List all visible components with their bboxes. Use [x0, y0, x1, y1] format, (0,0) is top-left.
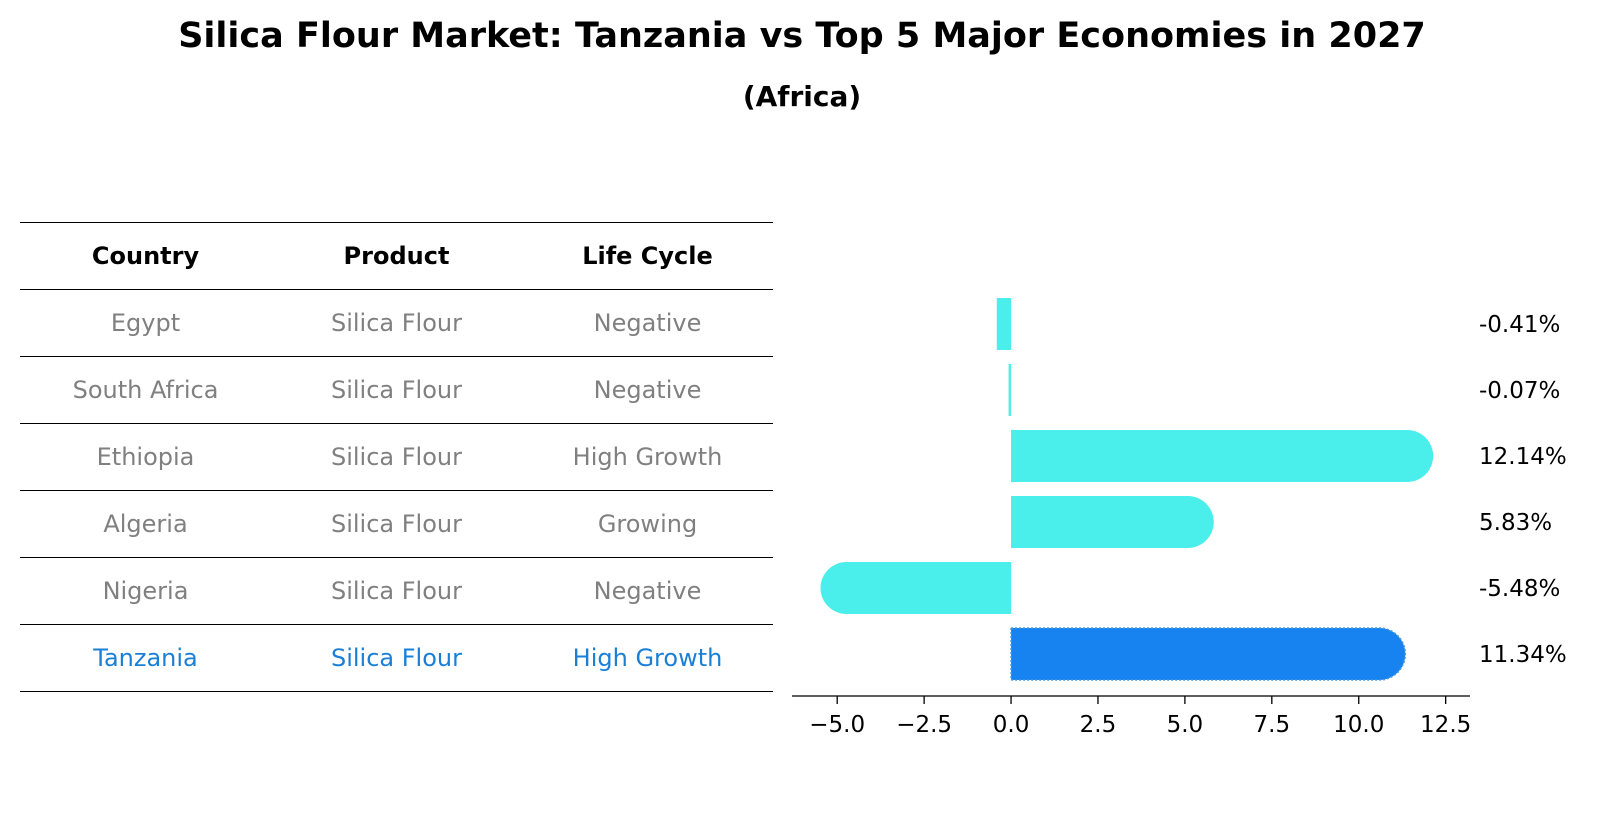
bar-algeria	[1011, 496, 1214, 548]
table-row: Egypt Silica Flour Negative	[20, 289, 773, 357]
header-country: Country	[20, 222, 271, 290]
value-label: 5.83%	[1479, 510, 1552, 536]
table-row: Algeria Silica Flour Growing	[20, 490, 773, 558]
value-labels: -0.41% -0.07% 12.14% 5.83% -5.48% 11.34%	[1479, 312, 1567, 668]
chart-subtitle: (Africa)	[742, 80, 862, 113]
value-label: -5.48%	[1479, 576, 1560, 602]
table-row-highlighted: Tanzania Silica Flour High Growth	[20, 624, 773, 692]
cell-product: Silica Flour	[271, 490, 522, 558]
x-tick-label: 12.5	[1420, 712, 1471, 738]
chart-title: Silica Flour Market: Tanzania vs Top 5 M…	[178, 16, 1426, 56]
x-tick-label: 10.0	[1333, 712, 1384, 738]
cell-country: South Africa	[20, 356, 271, 424]
bar-egypt	[996, 298, 1012, 350]
table-header-row: Country Product Life Cycle	[20, 222, 773, 290]
x-tick-label: −5.0	[809, 712, 865, 738]
value-label: -0.41%	[1479, 312, 1560, 338]
value-label: -0.07%	[1479, 378, 1560, 404]
value-label: 12.14%	[1479, 444, 1567, 470]
cell-life-cycle: Negative	[522, 289, 773, 357]
cell-country: Tanzania	[20, 624, 271, 692]
cell-product: Silica Flour	[271, 356, 522, 424]
cell-country: Algeria	[20, 490, 271, 558]
cell-life-cycle: High Growth	[522, 423, 773, 491]
bar-ethiopia	[1011, 430, 1434, 482]
market-table: Country Product Life Cycle Egypt Silica …	[20, 222, 773, 692]
x-tick-label: 7.5	[1254, 712, 1291, 738]
market-table-container: Country Product Life Cycle Egypt Silica …	[20, 222, 773, 692]
cell-life-cycle: Negative	[522, 557, 773, 625]
x-axis-ticks: −5.0 −2.5 0.0 2.5 5.0 7.5 10.0 12.5	[809, 696, 1471, 738]
cell-life-cycle: High Growth	[522, 624, 773, 692]
x-tick-label: 2.5	[1080, 712, 1117, 738]
bar-tanzania	[1010, 627, 1407, 681]
header-product: Product	[271, 222, 522, 290]
cell-country: Egypt	[20, 289, 271, 357]
cell-life-cycle: Growing	[522, 490, 773, 558]
bar-series	[820, 298, 1434, 681]
cell-product: Silica Flour	[271, 624, 522, 692]
x-tick-label: 5.0	[1167, 712, 1204, 738]
cell-country: Nigeria	[20, 557, 271, 625]
cell-product: Silica Flour	[271, 557, 522, 625]
x-tick-label: 0.0	[993, 712, 1030, 738]
bar-nigeria	[820, 562, 1012, 614]
table-row: Ethiopia Silica Flour High Growth	[20, 423, 773, 491]
table-row: Nigeria Silica Flour Negative	[20, 557, 773, 625]
x-tick-label: −2.5	[896, 712, 952, 738]
header-life-cycle: Life Cycle	[522, 222, 773, 290]
table-row: South Africa Silica Flour Negative	[20, 356, 773, 424]
cell-life-cycle: Negative	[522, 356, 773, 424]
cell-product: Silica Flour	[271, 289, 522, 357]
value-label: 11.34%	[1479, 642, 1567, 668]
cell-country: Ethiopia	[20, 423, 271, 491]
cell-product: Silica Flour	[271, 423, 522, 491]
bar-south-africa	[1008, 364, 1012, 416]
